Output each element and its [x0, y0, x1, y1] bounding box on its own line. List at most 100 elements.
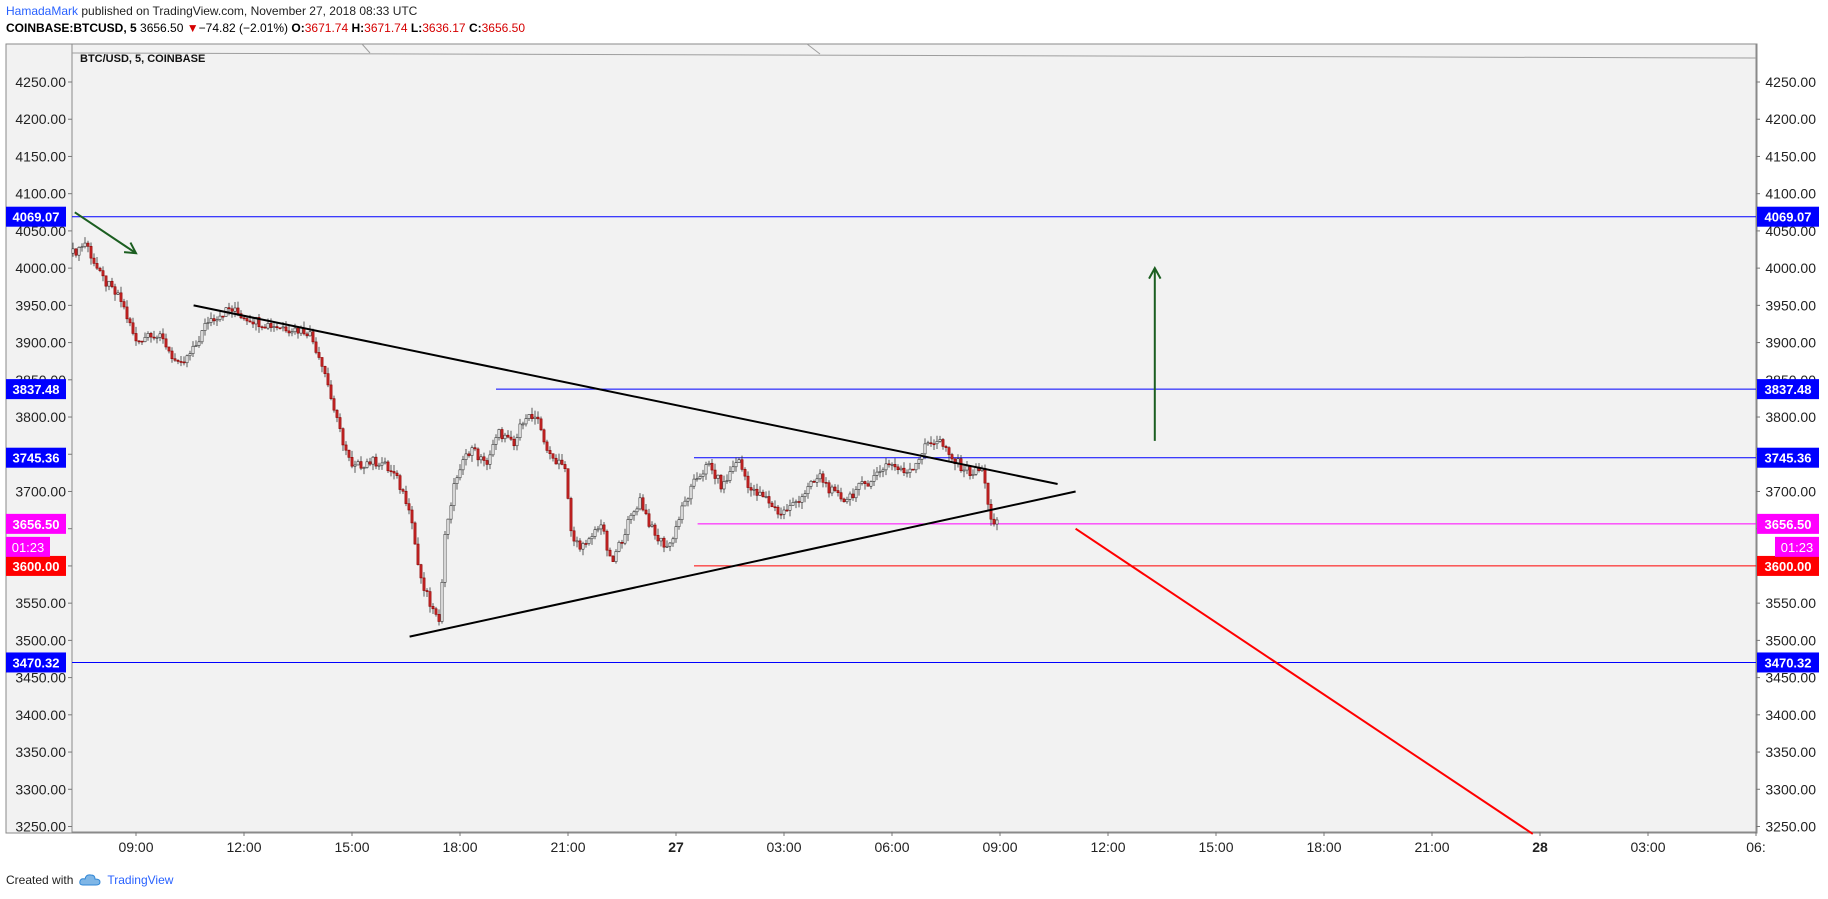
candle-up: [440, 581, 444, 622]
candle-up: [518, 423, 522, 438]
candle-up: [446, 518, 450, 535]
candle-up: [869, 481, 873, 487]
candle-down: [149, 333, 153, 338]
left-tick-label: 3900.00: [15, 335, 66, 351]
candle-up: [107, 280, 111, 287]
time-tick-label: 21:00: [550, 839, 585, 855]
candle-down: [827, 482, 831, 494]
candle-down: [620, 542, 624, 544]
high-label: H:: [351, 21, 365, 35]
candlestick-series: [71, 237, 999, 626]
candle-down: [773, 506, 777, 509]
chart-pane[interactable]: [5, 43, 1758, 834]
candle-up: [146, 333, 150, 338]
left-tick-label: 3800.00: [15, 409, 66, 425]
time-axis[interactable]: 09:00 12:00 15:00 18:00 21:00 27 03:00 06:00 09:…: [118, 832, 1766, 855]
pane-title: BTC/USD, 5, COINBASE: [80, 53, 206, 65]
candle-up: [206, 322, 210, 324]
candle-up: [599, 524, 603, 530]
candle-down: [563, 464, 567, 469]
right-tick-label: 3350.00: [1765, 744, 1816, 760]
candle-up: [191, 345, 195, 354]
candle-up: [995, 519, 999, 525]
candle-down: [719, 474, 723, 490]
left-tick-label: 3350.00: [15, 744, 66, 760]
time-tick-label: 18:00: [442, 839, 477, 855]
candle-down: [419, 564, 423, 579]
candle-up: [488, 454, 492, 465]
symbol-label[interactable]: COINBASE:BTCUSD, 5: [6, 21, 137, 35]
candle-down: [113, 286, 117, 295]
candle-down: [950, 454, 954, 460]
candle-up: [857, 482, 861, 490]
candle-down: [743, 469, 747, 477]
candle-down: [530, 414, 534, 419]
candle-down: [644, 509, 648, 515]
candle-up: [497, 429, 501, 438]
time-tick-label: 12:00: [1090, 839, 1125, 855]
candle-up: [623, 534, 627, 544]
candle-down: [320, 357, 324, 367]
publish-info: published on TradingView.com, November 2…: [81, 4, 418, 18]
candle-down: [839, 492, 843, 500]
candle-down: [86, 242, 90, 247]
candle-up: [143, 337, 147, 343]
candle-up: [629, 514, 633, 520]
candle-down: [821, 473, 825, 483]
candle-up: [704, 464, 708, 475]
author-link[interactable]: HamadaMark: [6, 4, 79, 18]
candle-up: [668, 542, 672, 547]
candle-up: [449, 505, 453, 520]
candle-down: [836, 490, 840, 493]
candle-down: [785, 509, 789, 512]
candle-up: [587, 538, 591, 544]
candle-up: [581, 543, 585, 550]
candle-down: [89, 246, 93, 259]
right-countdown-text: 01:23: [1781, 540, 1814, 555]
candle-up: [383, 461, 387, 464]
candle-down: [110, 280, 114, 288]
left-price-tag: [6, 447, 66, 468]
right-tick-label: 4200.00: [1765, 111, 1816, 127]
candle-up: [791, 502, 795, 506]
candle-up: [701, 473, 705, 477]
candle-down: [338, 417, 342, 429]
candle-up: [671, 538, 675, 544]
candle-down: [485, 460, 489, 465]
time-tick-label: 03:00: [1630, 839, 1665, 855]
candle-down: [992, 518, 996, 525]
candle-down: [989, 503, 993, 520]
candle-up: [365, 461, 369, 468]
candle-up: [782, 509, 786, 515]
candle-down: [893, 464, 897, 468]
high-value: 3671.74: [364, 21, 408, 35]
candle-down: [248, 320, 252, 323]
candle-down: [305, 333, 309, 337]
right-price-tag: [1757, 652, 1819, 673]
candle-up: [533, 416, 537, 419]
candle-down: [902, 467, 906, 474]
candle-up: [890, 464, 894, 466]
right-price-tag-text: 4069.07: [1765, 210, 1812, 225]
candle-up: [461, 459, 465, 471]
right-tick-label: 3700.00: [1765, 483, 1816, 499]
drawings: [74, 211, 1534, 835]
left-price-tag-text: 3745.36: [13, 451, 60, 466]
candle-up: [308, 331, 312, 337]
candle-up: [377, 464, 381, 467]
right-tick-label: 3800.00: [1765, 409, 1816, 425]
right-tick-label: 3500.00: [1765, 632, 1816, 648]
candle-down: [140, 340, 144, 343]
candle-up: [737, 459, 741, 463]
candle-up: [722, 481, 726, 490]
candle-up: [917, 459, 921, 464]
time-tick-label: 21:00: [1414, 839, 1449, 855]
candle-up: [935, 441, 939, 445]
candle-up: [464, 453, 468, 460]
candle-up: [683, 500, 687, 507]
left-price-tag-text: 3470.32: [13, 655, 60, 670]
tradingview-link[interactable]: TradingView: [107, 873, 174, 887]
time-tick-label: 06:: [1746, 839, 1765, 855]
candle-up: [680, 505, 684, 520]
